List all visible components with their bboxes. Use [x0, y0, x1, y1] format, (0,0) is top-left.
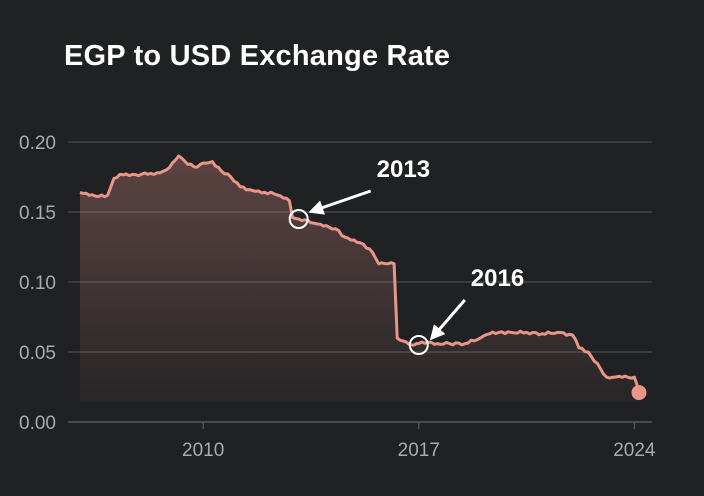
annotation-arrow — [308, 189, 372, 215]
x-tick-label: 2024 — [613, 440, 656, 461]
y-tick-label: 0.05 — [19, 343, 56, 364]
series-line — [79, 154, 641, 393]
chart-title: EGP to USD Exchange Rate — [64, 40, 451, 72]
area-fill — [80, 156, 639, 402]
end-point-marker — [631, 385, 647, 401]
y-tick-label: 0.15 — [19, 203, 56, 224]
annotation-label: 2013 — [377, 156, 430, 183]
highlight-circle — [408, 335, 429, 355]
y-tick-label: 0.00 — [19, 413, 56, 434]
annotation-label: 2016 — [471, 265, 524, 292]
highlight-circle — [288, 209, 309, 229]
x-tick-label: 2017 — [398, 440, 440, 461]
y-tick-label: 0.20 — [19, 133, 56, 154]
x-tick-label: 2010 — [182, 440, 224, 461]
y-tick-label: 0.10 — [19, 273, 56, 294]
annotation-arrow — [429, 299, 466, 341]
